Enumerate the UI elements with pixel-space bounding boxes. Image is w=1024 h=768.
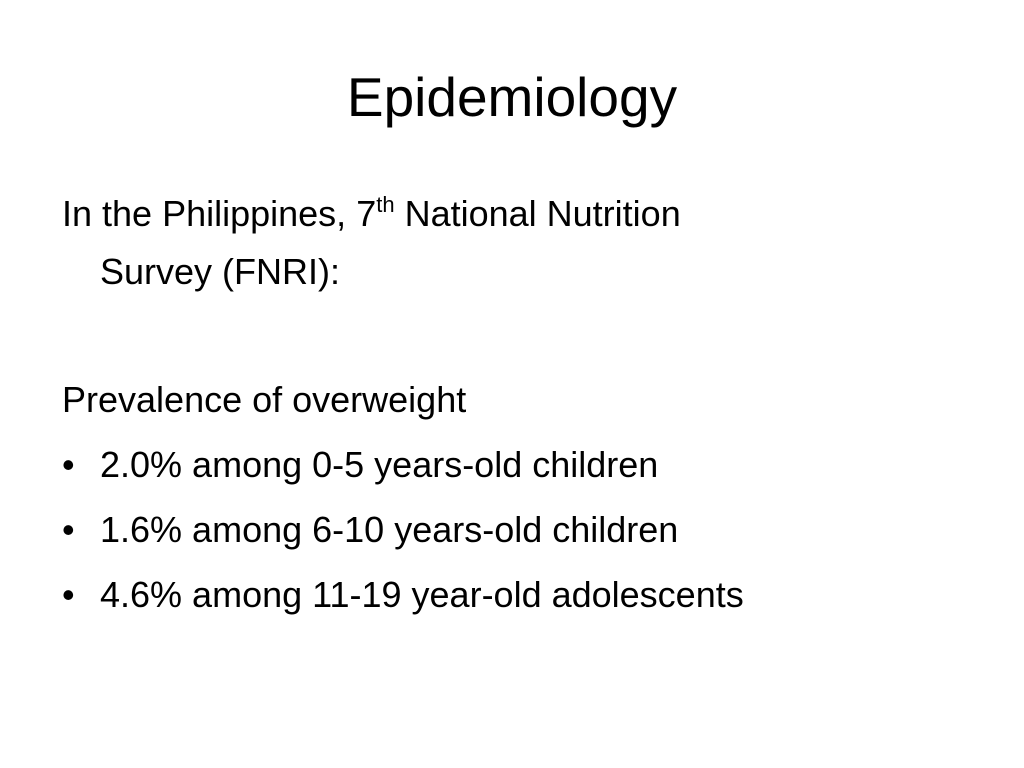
intro-line: Survey (FNRI):	[100, 251, 341, 292]
intro-line: In the Philippines, 7th National Nutriti…	[62, 192, 681, 241]
intro-text: In the Philippines, 7	[62, 193, 377, 234]
heading: Prevalence of overweight	[62, 379, 467, 420]
bullet-item: 2.0% among 0-5 years-old children	[62, 443, 658, 487]
intro-superscript: th	[376, 192, 395, 217]
bullet-item: 1.6% among 6-10 years-old children	[62, 508, 678, 552]
slide-title: Epidemiology	[346, 66, 678, 128]
bullet-item: 4.6% among 11-19 year-old adolescents	[62, 573, 744, 617]
intro-text: National Nutrition	[394, 193, 681, 234]
